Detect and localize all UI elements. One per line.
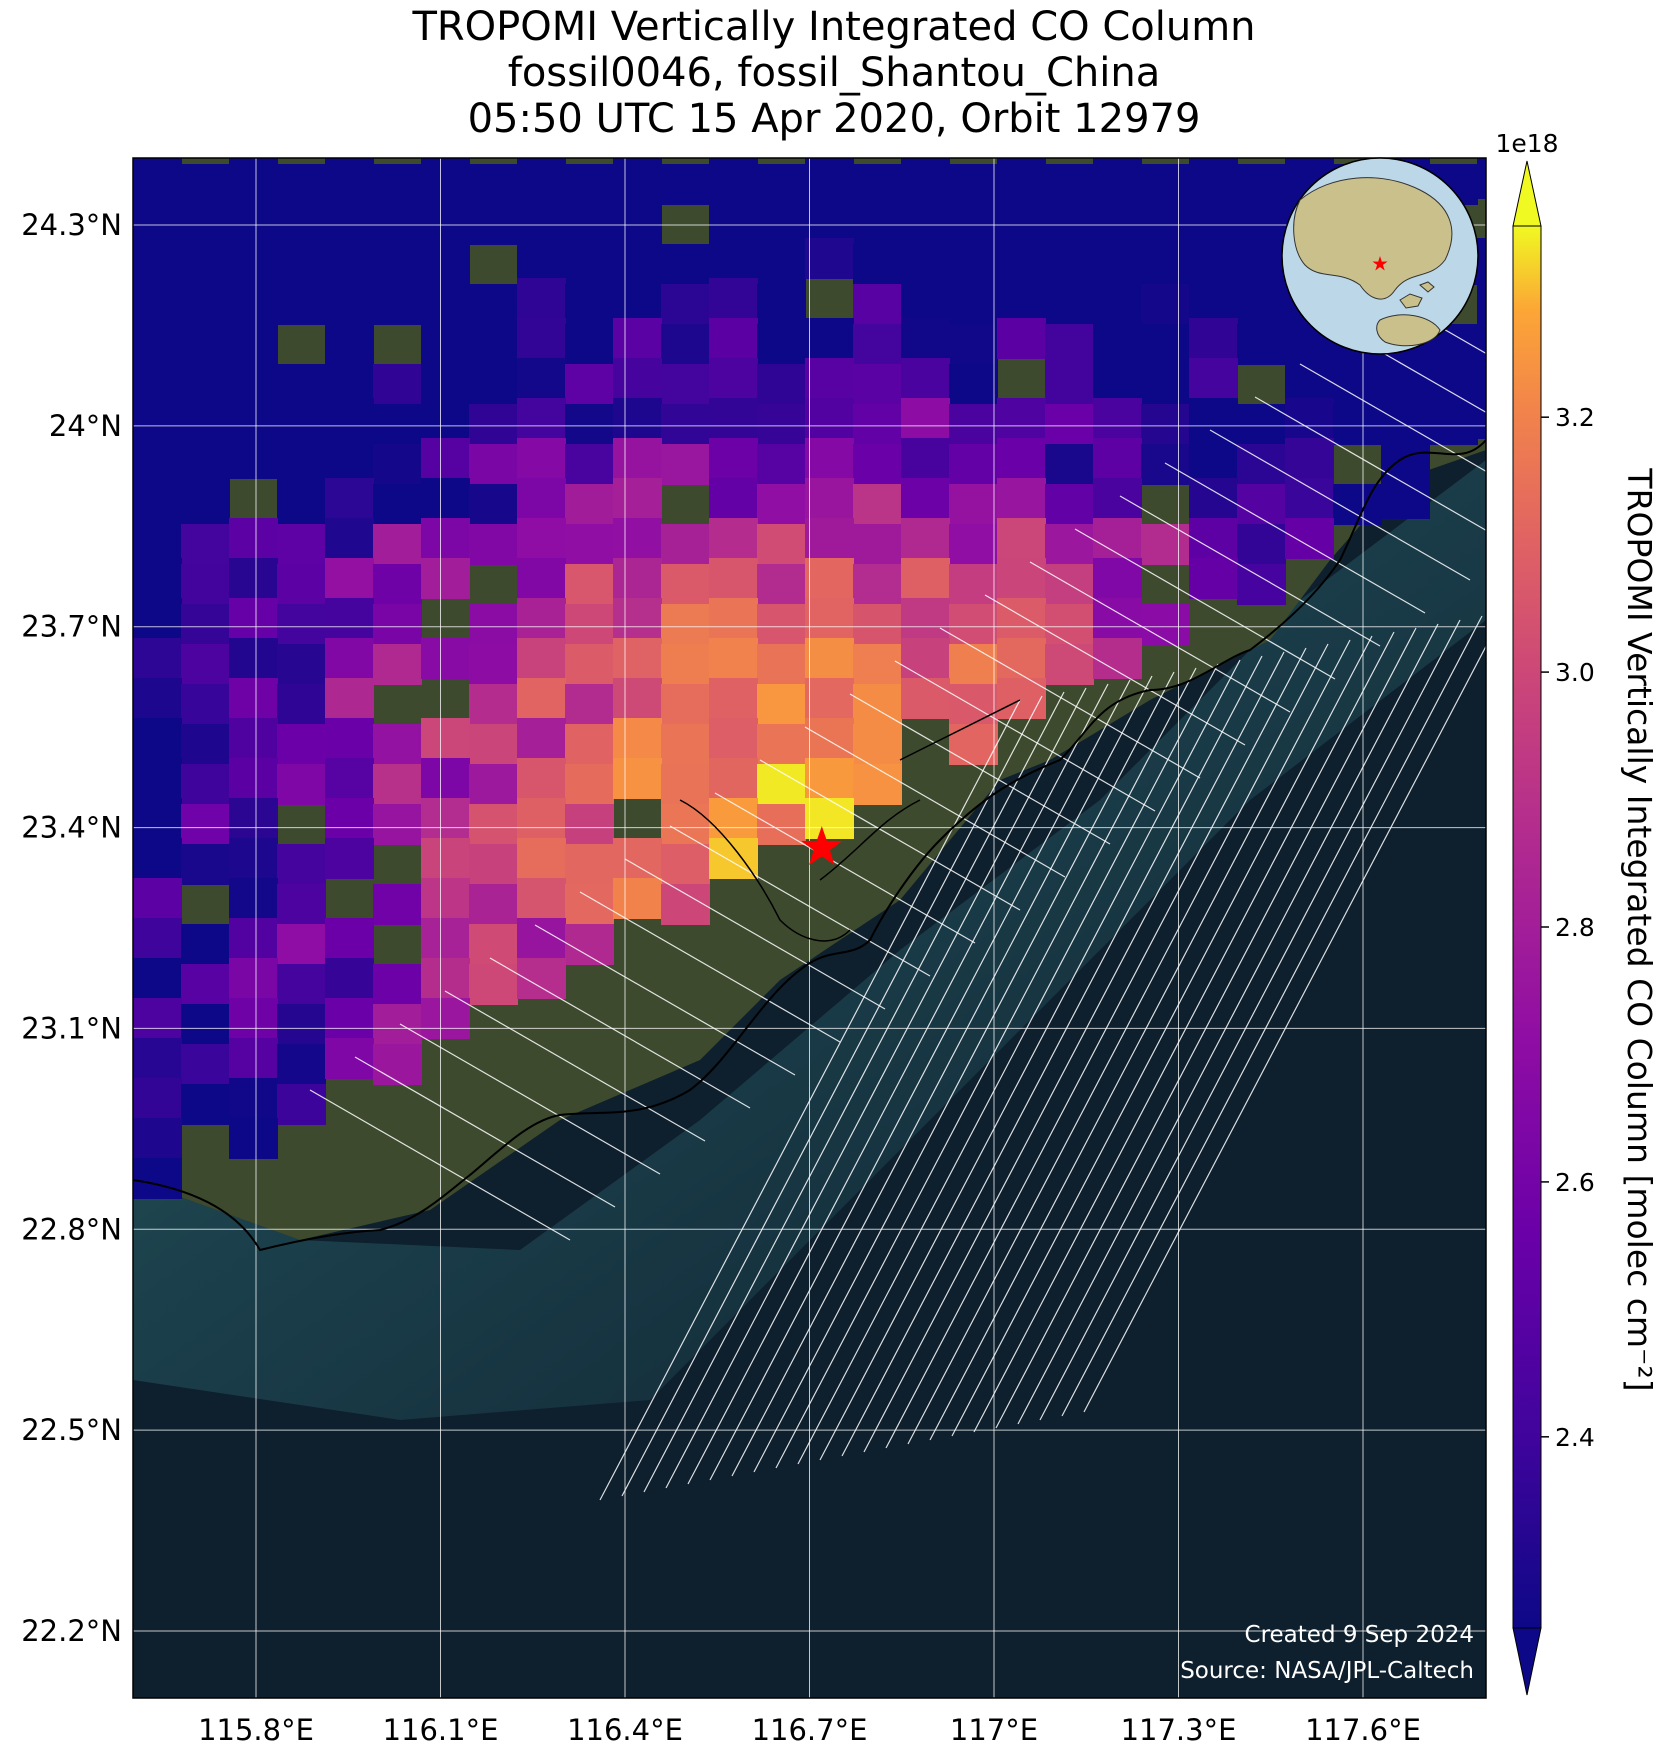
lat-tick-label: 23.1°N	[21, 1011, 122, 1045]
colorbar-body	[1512, 225, 1542, 1629]
site-star-marker	[801, 826, 843, 866]
colorbar-multiplier: 1e18	[1495, 129, 1558, 158]
globe-site-star	[1372, 256, 1388, 271]
river-lines	[679, 699, 1021, 942]
latitude-tick-labels: 24.3°N 24°N 23.7°N 23.4°N 23.1°N 22.8°N 22.5°N…	[21, 208, 122, 1648]
colorbar-tick-label: 3.2	[1555, 403, 1595, 432]
lat-tick-label: 23.7°N	[21, 610, 122, 644]
lon-tick-label: 115.8°E	[198, 1713, 314, 1747]
colorbar: 2.4 2.6 2.8 3.0 3.2 1e18 TROPOMI Vertically …	[1495, 129, 1659, 1696]
globe-land-australia	[1376, 314, 1441, 347]
lat-tick-label: 24.3°N	[21, 208, 122, 242]
colorbar-extend-bottom	[1512, 1627, 1542, 1696]
lon-tick-label: 117°E	[950, 1713, 1038, 1747]
chart-title-line2: fossil0046, fossil_Shantou_China	[507, 50, 1161, 96]
colorbar-tick-label: 2.6	[1555, 1168, 1595, 1197]
chart-title-line3: 05:50 UTC 15 Apr 2020, Orbit 12979	[467, 96, 1201, 142]
lat-tick-label: 22.5°N	[21, 1413, 122, 1447]
colorbar-ticks: 2.4 2.6 2.8 3.0 3.2	[1541, 403, 1595, 1452]
lat-tick-label: 23.4°N	[21, 811, 122, 845]
lat-tick-label: 22.8°N	[21, 1212, 122, 1246]
lon-tick-label: 117.6°E	[1305, 1713, 1421, 1747]
coastline	[133, 439, 1486, 1252]
map-frame	[132, 157, 1487, 1699]
longitude-tick-labels: 115.8°E 116.1°E 116.4°E 116.7°E 117°E 117.3°E…	[198, 1713, 1421, 1747]
footer-source: Source: NASA/JPL-Caltech	[1180, 1658, 1474, 1684]
colorbar-label: TROPOMI Vertically Integrated CO Column …	[1620, 467, 1659, 1391]
colorbar-tick-label: 2.4	[1555, 1423, 1595, 1452]
lon-tick-label: 116.7°E	[752, 1713, 868, 1747]
lat-tick-label: 22.2°N	[21, 1614, 122, 1648]
lat-tick-label: 24°N	[49, 409, 122, 443]
footer-created: Created 9 Sep 2024	[1245, 1622, 1474, 1648]
chart-title-line1: TROPOMI Vertically Integrated CO Column	[412, 4, 1256, 50]
tropomi-footprint-outlines	[309, 297, 1486, 1501]
map-gridlines	[133, 158, 1486, 1698]
colorbar-tick-label: 2.8	[1555, 913, 1595, 942]
colorbar-extend-top	[1512, 160, 1542, 227]
lon-tick-label: 117.3°E	[1121, 1713, 1237, 1747]
lon-tick-label: 116.4°E	[567, 1713, 683, 1747]
lon-tick-label: 116.1°E	[383, 1713, 499, 1747]
globe-inset	[1281, 157, 1479, 355]
globe-land-asia	[1293, 177, 1453, 300]
globe-land-islands	[1399, 281, 1435, 309]
colorbar-tick-label: 3.0	[1555, 658, 1595, 687]
